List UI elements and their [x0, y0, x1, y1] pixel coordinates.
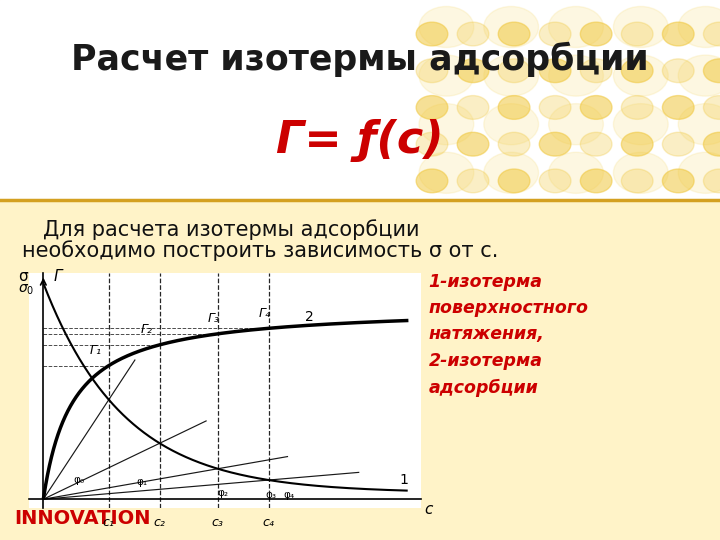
Circle shape [498, 169, 530, 193]
Circle shape [613, 6, 668, 48]
Text: Γ: Γ [53, 269, 62, 285]
Circle shape [539, 132, 571, 156]
Text: c₄: c₄ [263, 516, 274, 529]
Circle shape [621, 59, 653, 83]
Circle shape [621, 169, 653, 193]
Circle shape [484, 55, 539, 96]
Circle shape [457, 59, 489, 83]
Circle shape [678, 55, 720, 96]
Text: INNOVATION: INNOVATION [14, 509, 151, 528]
Circle shape [662, 96, 694, 119]
Circle shape [419, 104, 474, 145]
Text: необходимо построить зависимость σ от c.: необходимо построить зависимость σ от c. [22, 240, 498, 261]
Text: φ₀: φ₀ [73, 475, 85, 485]
Circle shape [549, 152, 603, 193]
Circle shape [457, 96, 489, 119]
Text: $\sigma_0$: $\sigma_0$ [18, 282, 35, 296]
Text: c₁: c₁ [103, 516, 114, 529]
Circle shape [621, 22, 653, 46]
Circle shape [580, 59, 612, 83]
Circle shape [549, 55, 603, 96]
Circle shape [662, 169, 694, 193]
Circle shape [539, 59, 571, 83]
Circle shape [621, 132, 653, 156]
Circle shape [580, 96, 612, 119]
Circle shape [419, 55, 474, 96]
Circle shape [539, 96, 571, 119]
Circle shape [703, 132, 720, 156]
Circle shape [416, 169, 448, 193]
Text: φ₂: φ₂ [217, 488, 229, 498]
Text: 1-изотерма
поверхностного
натяжения,
2-изотерма
адсорбции: 1-изотерма поверхностного натяжения, 2-и… [428, 273, 588, 396]
Text: Γ₂: Γ₂ [140, 323, 153, 336]
Bar [0, 200, 720, 540]
Circle shape [416, 132, 448, 156]
Text: Γ₁: Γ₁ [89, 344, 102, 357]
Text: φ₃: φ₃ [265, 490, 276, 500]
Circle shape [457, 132, 489, 156]
Text: Γ₃: Γ₃ [208, 313, 220, 326]
Circle shape [703, 22, 720, 46]
Circle shape [484, 104, 539, 145]
Text: c₂: c₂ [153, 516, 166, 529]
Circle shape [580, 169, 612, 193]
Text: Расчет изотермы адсорбции: Расчет изотермы адсорбции [71, 42, 649, 77]
Circle shape [580, 132, 612, 156]
Circle shape [416, 96, 448, 119]
Circle shape [498, 59, 530, 83]
Circle shape [662, 22, 694, 46]
Text: Γ₄: Γ₄ [259, 307, 271, 320]
Circle shape [484, 6, 539, 48]
Circle shape [539, 22, 571, 46]
Circle shape [549, 6, 603, 48]
Circle shape [416, 59, 448, 83]
Text: c: c [424, 502, 433, 517]
Text: 1: 1 [400, 473, 408, 487]
Text: 2: 2 [305, 310, 314, 324]
Circle shape [678, 152, 720, 193]
Text: Γ= ƒ(c): Γ= ƒ(c) [276, 119, 444, 162]
Text: φ₄: φ₄ [283, 490, 294, 501]
Circle shape [703, 96, 720, 119]
Circle shape [613, 104, 668, 145]
Circle shape [703, 169, 720, 193]
Text: Для расчета изотермы адсорбции: Для расчета изотермы адсорбции [43, 219, 420, 240]
Circle shape [457, 22, 489, 46]
Circle shape [613, 55, 668, 96]
Circle shape [498, 22, 530, 46]
Circle shape [678, 104, 720, 145]
Circle shape [662, 132, 694, 156]
Circle shape [621, 96, 653, 119]
Circle shape [484, 152, 539, 193]
Circle shape [498, 96, 530, 119]
Bar [0, 0, 720, 200]
Circle shape [419, 6, 474, 48]
Circle shape [539, 169, 571, 193]
Circle shape [419, 152, 474, 193]
Circle shape [703, 59, 720, 83]
Circle shape [678, 6, 720, 48]
Circle shape [549, 104, 603, 145]
Circle shape [416, 22, 448, 46]
Text: φ₁: φ₁ [137, 477, 148, 488]
Text: σ: σ [19, 269, 28, 285]
Circle shape [498, 132, 530, 156]
Circle shape [580, 22, 612, 46]
Circle shape [662, 59, 694, 83]
Circle shape [457, 169, 489, 193]
Text: c₃: c₃ [212, 516, 224, 529]
Circle shape [613, 152, 668, 193]
